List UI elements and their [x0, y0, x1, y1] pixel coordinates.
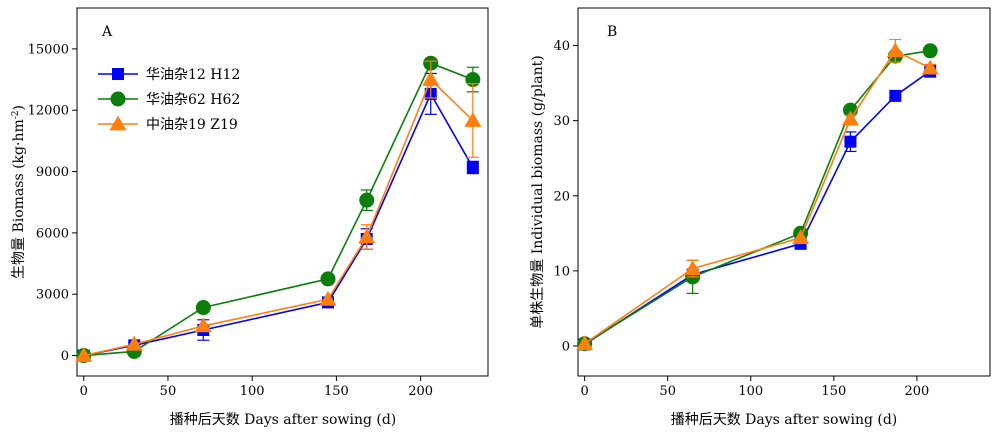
panel-a-x-tick-label: 200 [408, 384, 433, 399]
panel-b-data-point [886, 42, 904, 58]
panel-b-x-tick-label: 150 [821, 384, 846, 399]
panel-b-x-tick-label: 50 [659, 384, 676, 399]
panel-b-plot-frame [577, 7, 991, 377]
legend-marker [109, 115, 127, 131]
panel-a-data-point [464, 111, 482, 127]
panel-a-data-point [319, 290, 337, 306]
panel-b-series-2 [577, 43, 938, 352]
panel-b-series-1 [578, 64, 937, 351]
panel-a-y-tick-label: 9000 [36, 165, 69, 180]
panel-a-data-point [466, 161, 479, 174]
panel-a-y-tick-label: 3000 [36, 288, 69, 303]
panel-a-data-point [194, 317, 212, 333]
panel-b-x-tick-label: 0 [581, 384, 589, 399]
panel-b-x-tick-label: 200 [904, 384, 929, 399]
panel-a-x-tick-label: 150 [324, 384, 349, 399]
panel-a-letter: A [101, 24, 113, 40]
panel-b-data-point [684, 260, 702, 275]
panel-a-legend: 华油杂12 H12 华油杂62 H62 中油杂19 Z19 [98, 67, 240, 133]
legend-label: 华油杂62 H62 [146, 92, 240, 108]
panel-a-y-axis-title: 生物量 Biomass (kg·hm-2) [11, 105, 27, 279]
panel-a-y-tick-label: 12000 [28, 104, 69, 119]
panel-b-y-tick-label: 10 [553, 264, 570, 279]
panel-b-y-tick-label: 30 [553, 114, 570, 129]
panel-a-data-point [320, 271, 336, 287]
panel-b-series-line [584, 70, 931, 346]
legend-label: 中油杂19 Z19 [146, 117, 238, 133]
panel-b-data-point [921, 59, 939, 75]
panel-b-series-line [584, 49, 931, 345]
panel-b-x-axis-title: 播种后天数 Days after sowing (d) [671, 412, 898, 428]
panel-b-data-point [889, 89, 902, 102]
panel-a-plot-frame [76, 7, 489, 377]
panel-a-series-1 [77, 72, 479, 362]
panel-b-y-tick-label: 20 [553, 189, 570, 204]
panel-b-y-tick-label: 40 [553, 39, 570, 54]
legend-item: 华油杂62 H62 [98, 91, 240, 108]
panel-b-series-line [584, 50, 931, 345]
panel-b-data-point [922, 43, 938, 59]
panel-a-x-tick-label: 100 [240, 384, 265, 399]
panel-a-x-tick-label: 0 [80, 384, 88, 399]
panel-a-data-point [195, 300, 211, 316]
panel-a-data-point [422, 71, 440, 86]
panel-b-series-3 [576, 38, 939, 351]
panel-b-y-tick-label: 0 [562, 339, 570, 354]
panel-b-data-point [792, 229, 810, 245]
panel-a-series-3 [75, 60, 482, 362]
panel-b-chart: 0 50 100 150 200 0 10 20 30 40 B 播种后天数 Days after… [530, 7, 991, 428]
panel-a-series-2 [76, 55, 481, 364]
panel-b-data-point [844, 135, 857, 148]
legend-marker [110, 91, 126, 107]
panel-b-data-point [841, 110, 859, 126]
panel-a-chart: 0 50 100 150 200 0 3000 6000 9000 12000 15000 A 播种… [11, 7, 489, 428]
panel-a-series-line [83, 92, 474, 357]
legend-label: 华油杂12 H12 [146, 67, 240, 83]
panel-a-y-tick-label: 0 [61, 349, 69, 364]
panel-a-x-tick-label: 50 [160, 384, 177, 399]
legend-marker [112, 68, 124, 80]
panel-a-y-tick-label: 15000 [28, 42, 69, 57]
legend-item: 中油杂19 Z19 [98, 115, 238, 133]
legend-item: 华油杂12 H12 [98, 67, 240, 83]
panel-b-data-point [576, 335, 594, 351]
panel-a-data-point [75, 347, 93, 362]
panel-b-y-axis-title: 单株生物量 Individual biomass (g/plant) [530, 55, 546, 328]
panel-b-letter: B [607, 24, 617, 40]
panel-a-y-tick-label: 6000 [36, 226, 69, 241]
panel-b-x-tick-label: 100 [738, 384, 763, 399]
panel-a-data-point [358, 228, 376, 244]
panel-a-x-axis-title: 播种后天数 Days after sowing (d) [170, 412, 397, 428]
panel-a-data-point [359, 192, 375, 208]
panel-a-series-line [83, 62, 474, 357]
panel-a-data-point [125, 335, 143, 351]
